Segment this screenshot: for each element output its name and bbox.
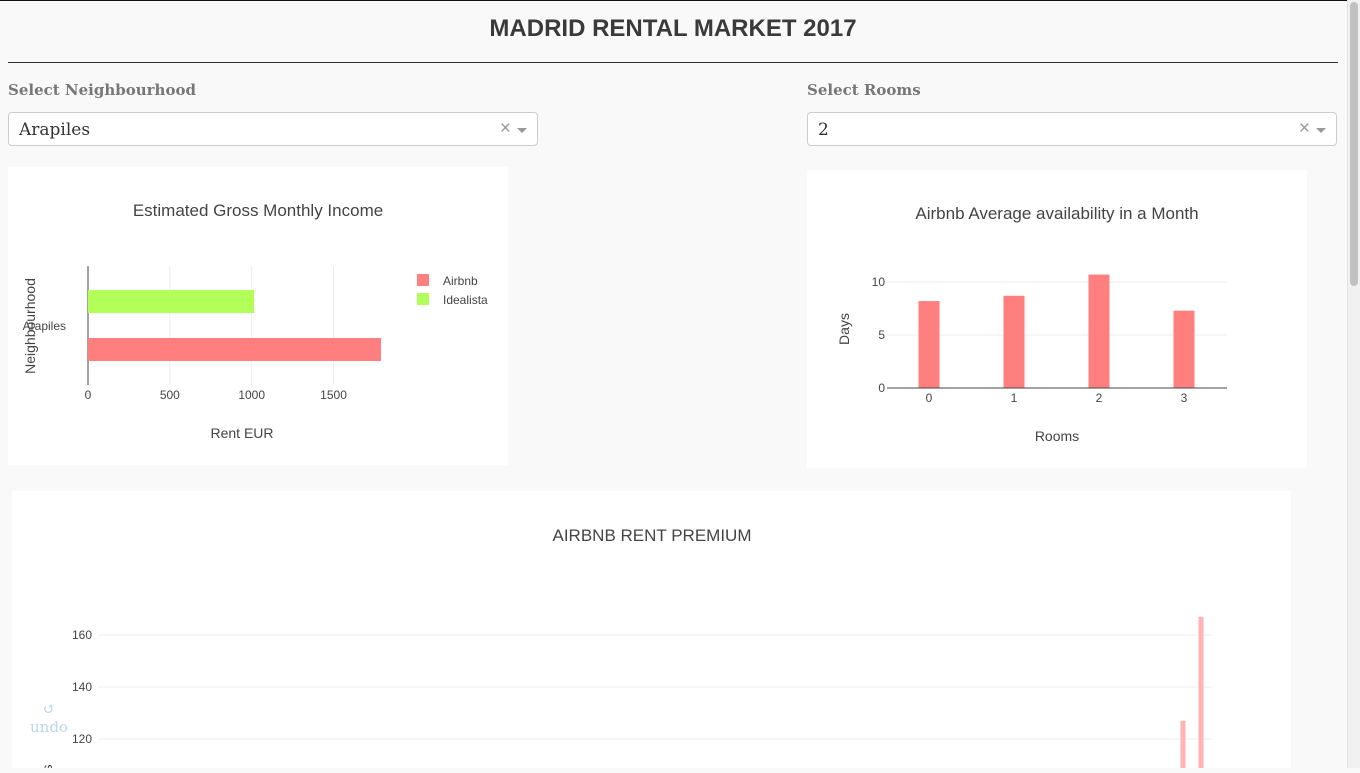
clear-icon[interactable]: × bbox=[499, 118, 511, 139]
x-tick-label: 500 bbox=[160, 388, 180, 402]
y-axis-label: s bbox=[39, 765, 55, 769]
legend[interactable]: Airbnb Idealista bbox=[417, 274, 488, 307]
y-tick-label: 5 bbox=[878, 328, 885, 342]
x-tick-label: 0 bbox=[926, 391, 933, 405]
x-axis-label: Rent EUR bbox=[210, 425, 273, 441]
undo-button[interactable]: ↺ undo bbox=[30, 700, 68, 736]
y-axis-label: Days bbox=[836, 313, 852, 345]
x-tick-label: 1 bbox=[1011, 391, 1018, 405]
chart-title: AIRBNB RENT PREMIUM bbox=[553, 526, 752, 545]
premium-chart-panel: AIRBNB RENT PREMIUM 120 140 160 s bbox=[12, 491, 1291, 772]
bar-rooms-2 bbox=[1088, 274, 1110, 388]
y-tick-label: Arapiles bbox=[23, 319, 66, 333]
x-axis-label: Rooms bbox=[1035, 428, 1079, 444]
availability-chart-panel: Airbnb Average availability in a Month 0… bbox=[807, 170, 1307, 468]
neighbourhood-label: Select Neighbourhood bbox=[8, 81, 196, 99]
y-tick-label: 140 bbox=[72, 680, 92, 694]
x-tick-label: 2 bbox=[1096, 391, 1103, 405]
legend-label-idealista[interactable]: Idealista bbox=[443, 293, 488, 307]
premium-bar bbox=[1198, 616, 1204, 768]
y-tick-label: 0 bbox=[878, 381, 885, 395]
bar-idealista bbox=[88, 290, 255, 313]
scrollbar-thumb[interactable] bbox=[1350, 2, 1358, 286]
x-tick-label: 1500 bbox=[320, 388, 347, 402]
legend-label-airbnb[interactable]: Airbnb bbox=[443, 274, 478, 288]
y-axis-label: Neighbourhood bbox=[22, 278, 38, 374]
page-title: MADRID RENTAL MARKET 2017 bbox=[489, 15, 857, 42]
availability-chart: Airbnb Average availability in a Month 0… bbox=[836, 204, 1227, 444]
chevron-down-icon[interactable] bbox=[517, 128, 527, 133]
undo-label: undo bbox=[30, 718, 68, 736]
bar-airbnb bbox=[88, 338, 381, 361]
rooms-label: Select Rooms bbox=[807, 81, 921, 99]
y-tick-label: 120 bbox=[72, 732, 92, 746]
legend-swatch-idealista bbox=[417, 293, 429, 305]
neighbourhood-selected-value: Arapiles bbox=[19, 120, 91, 140]
x-tick-label: 3 bbox=[1181, 391, 1188, 405]
undo-icon: ↺ bbox=[42, 700, 56, 718]
bar-rooms-0 bbox=[918, 301, 940, 388]
top-border bbox=[0, 0, 1360, 1]
income-chart: Estimated Gross Monthly Income 0 500 1000 1… bbox=[22, 201, 488, 441]
x-tick-label: 1000 bbox=[238, 388, 265, 402]
bar-rooms-3 bbox=[1173, 310, 1195, 388]
page-header: MADRID RENTAL MARKET 2017 bbox=[8, 0, 1338, 63]
premium-bar bbox=[1180, 720, 1186, 768]
rooms-dropdown[interactable]: 2 × bbox=[807, 112, 1337, 146]
page-scrollbar[interactable] bbox=[1347, 0, 1360, 768]
y-tick-label: 160 bbox=[72, 628, 92, 642]
y-tick-label: 10 bbox=[872, 275, 886, 289]
premium-chart: AIRBNB RENT PREMIUM 120 140 160 s bbox=[39, 526, 1212, 772]
income-chart-panel: Estimated Gross Monthly Income 0 500 1000 1… bbox=[8, 167, 508, 465]
chart-title: Estimated Gross Monthly Income bbox=[133, 201, 383, 220]
rooms-selected-value: 2 bbox=[818, 120, 829, 140]
chart-title: Airbnb Average availability in a Month bbox=[915, 204, 1198, 223]
clear-icon[interactable]: × bbox=[1298, 118, 1310, 139]
bar-rooms-1 bbox=[1003, 295, 1025, 388]
x-tick-label: 0 bbox=[85, 388, 92, 402]
chevron-down-icon[interactable] bbox=[1316, 128, 1326, 133]
legend-swatch-airbnb bbox=[417, 274, 429, 286]
neighbourhood-dropdown[interactable]: Arapiles × bbox=[8, 112, 538, 146]
